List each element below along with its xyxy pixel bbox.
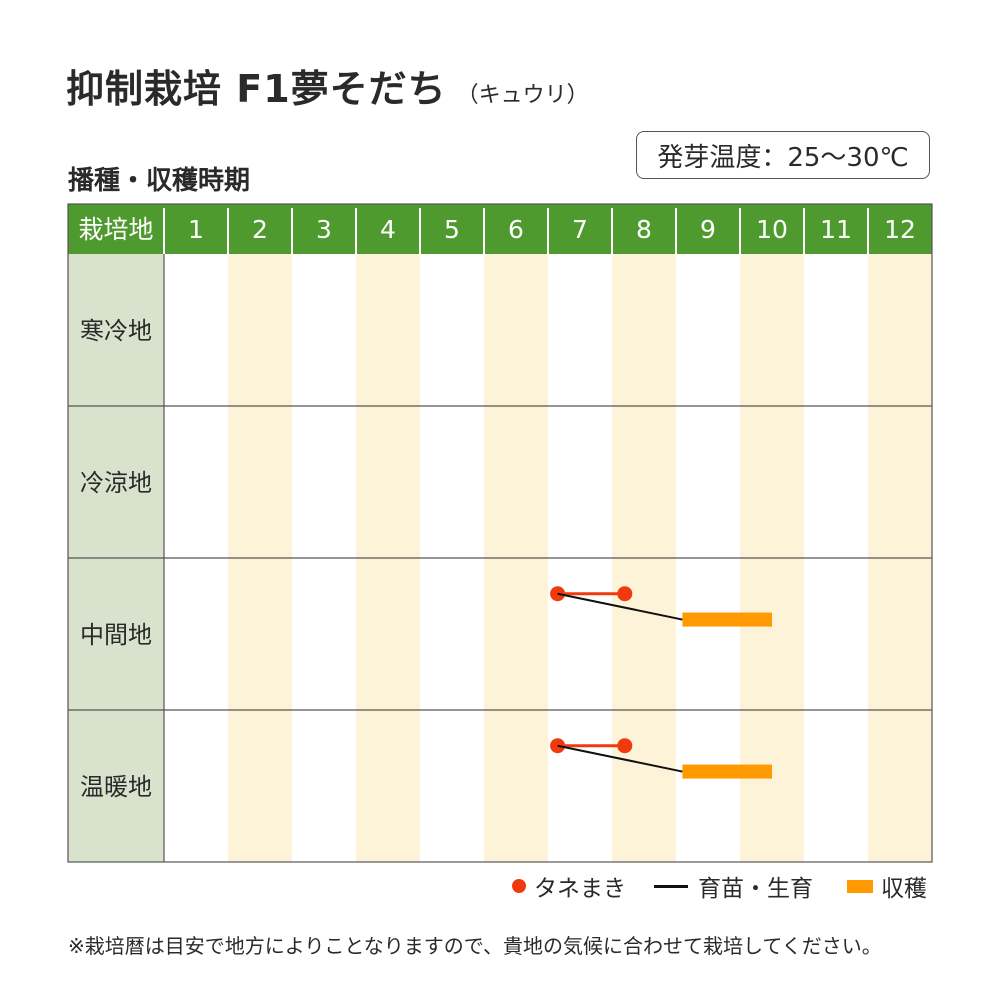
corner-label: 栽培地	[78, 215, 153, 244]
sowing-end-dot	[617, 738, 633, 754]
legend-sowing-icon	[512, 879, 526, 893]
page-title: 抑制栽培 F1夢そだち	[66, 67, 447, 111]
row-label: 温暖地	[80, 773, 152, 801]
month-header-label: 1	[188, 215, 204, 244]
germination-temp-label: 発芽温度：25～30℃	[657, 142, 909, 173]
legend-growing-label: 育苗・生育	[698, 876, 813, 902]
harvest-bar	[682, 764, 772, 779]
month-header-label: 4	[380, 215, 396, 244]
legend-sowing-label: タネまき	[534, 876, 626, 902]
section-subtitle: 播種・収穫時期	[68, 166, 251, 196]
legend-harvest-icon	[847, 879, 873, 893]
chart-border	[67, 203, 933, 863]
month-header-label: 9	[700, 215, 716, 244]
legend-growing-icon	[654, 884, 688, 888]
month-header-label: 6	[508, 215, 524, 244]
legend-harvest-label: 収穫	[881, 876, 927, 902]
legend: タネまき 育苗・生育 収穫	[512, 870, 927, 902]
footnote: ※栽培暦は目安で地方によりことなりますので、貴地の気候に合わせて栽培してください…	[68, 934, 882, 958]
row-label: 寒冷地	[80, 317, 152, 345]
header-band	[68, 204, 932, 254]
sowing-end-dot	[617, 586, 633, 602]
month-header-label: 7	[572, 215, 588, 244]
month-header-label: 8	[636, 215, 652, 244]
page-title-suffix: （キュウリ）	[456, 83, 589, 108]
growing-line	[557, 744, 683, 773]
growing-line	[557, 592, 683, 621]
month-header-label: 5	[444, 215, 460, 244]
row-label: 中間地	[80, 621, 152, 649]
harvest-bar	[682, 612, 772, 627]
row-label: 冷涼地	[80, 469, 152, 497]
month-header-label: 2	[252, 215, 268, 244]
month-header-label: 10	[756, 215, 788, 244]
month-header-label: 12	[884, 215, 916, 244]
month-header-label: 11	[820, 215, 852, 244]
month-header-label: 3	[316, 215, 332, 244]
germination-temp-box: 発芽温度：25～30℃	[636, 131, 930, 179]
title-row: 抑制栽培 F1夢そだち （キュウリ）	[66, 58, 589, 113]
